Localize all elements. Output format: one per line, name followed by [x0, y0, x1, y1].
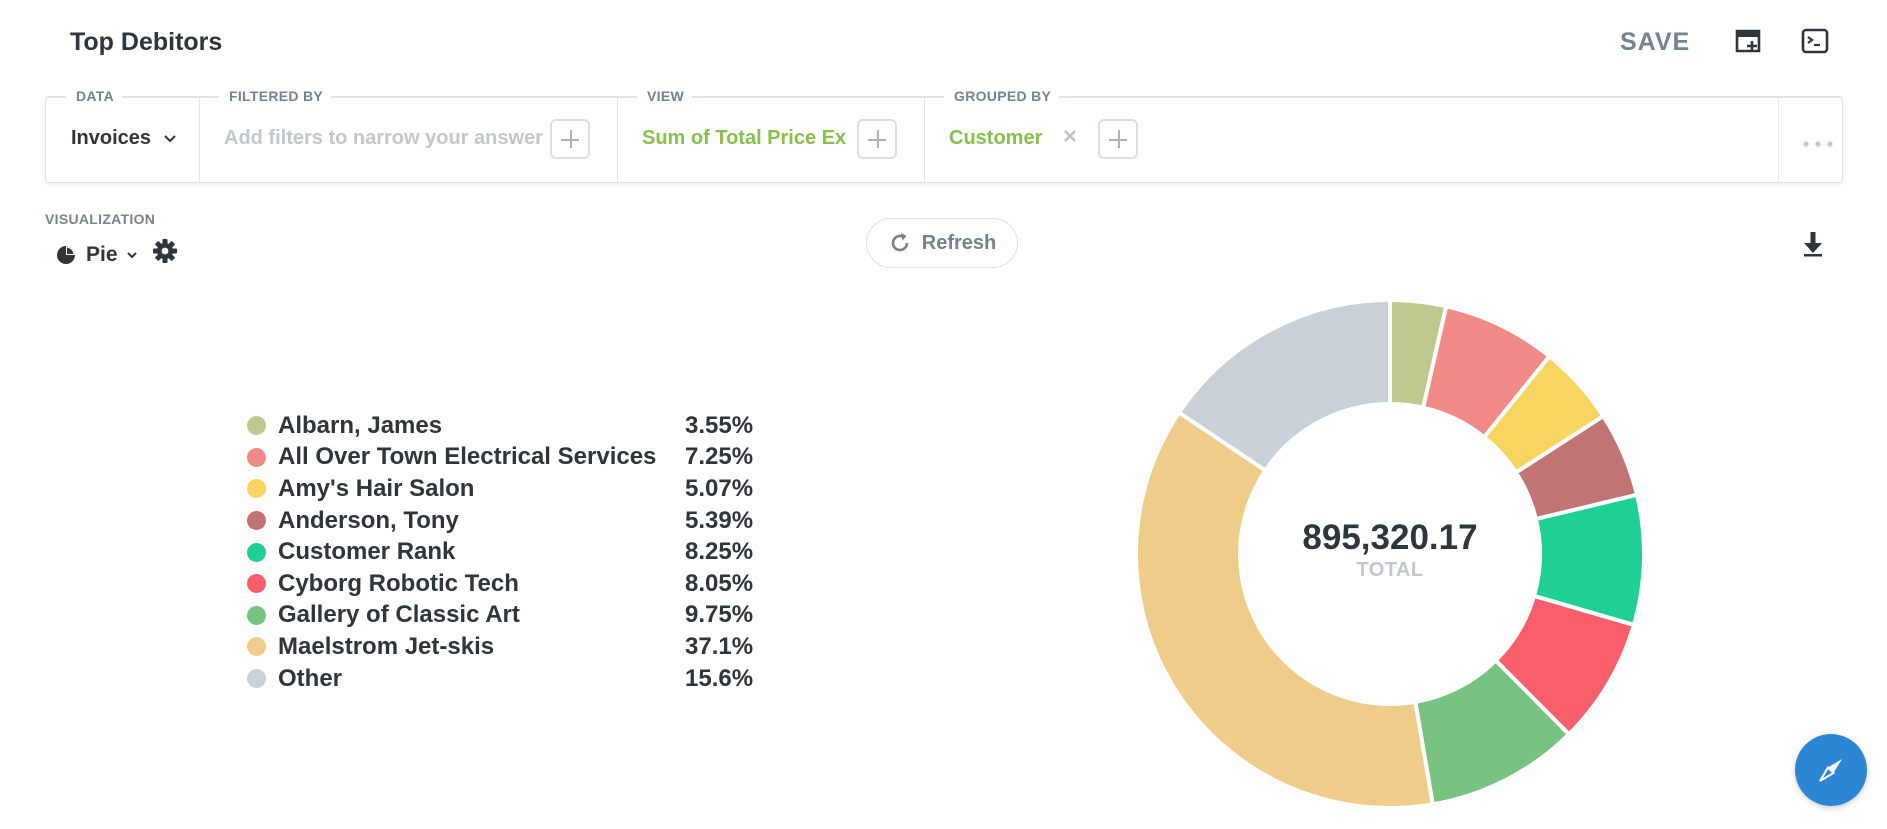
add-metric-button[interactable] [857, 119, 897, 159]
legend-item[interactable]: All Over Town Electrical Services 7.25% [247, 442, 767, 474]
page-title: Top Debitors [70, 28, 223, 56]
legend-label: Cyborg Robotic Tech [278, 569, 519, 597]
chart-total-value: 895,320.17 [1302, 518, 1478, 557]
data-section: DATA Invoices [46, 88, 200, 182]
chevron-down-icon [126, 251, 137, 258]
legend-swatch [247, 542, 266, 562]
legend-percent: 3.55% [685, 411, 754, 439]
legend-item[interactable]: Amy's Hair Salon 5.07% [247, 473, 767, 505]
legend-swatch [247, 605, 266, 625]
legend-item[interactable]: Cyborg Robotic Tech 8.05% [247, 568, 767, 600]
download-icon[interactable] [1802, 230, 1824, 263]
compass-button[interactable] [1795, 734, 1867, 806]
chevron-down-icon [163, 135, 176, 143]
gear-icon[interactable] [152, 238, 178, 269]
add-to-dashboard-icon[interactable] [1733, 26, 1763, 56]
chart-legend: Albarn, James 3.55% All Over Town Electric… [247, 410, 767, 694]
legend-label: Other [278, 664, 343, 692]
group-by-value: Customer [949, 127, 1043, 149]
legend-label: Gallery of Classic Art [278, 601, 520, 629]
view-label: VIEW [637, 88, 692, 104]
legend-swatch [247, 479, 266, 499]
group-by-pill[interactable]: Customer [949, 127, 1078, 150]
legend-label: Albarn, James [278, 411, 443, 439]
legend-percent: 5.07% [685, 474, 754, 502]
filter-label: FILTERED BY [219, 88, 332, 104]
legend-label: Customer Rank [278, 538, 456, 566]
legend-item[interactable]: Other 15.6% [247, 663, 767, 695]
add-filter-button[interactable] [550, 119, 590, 159]
filter-placeholder[interactable]: Add filters to narrow your answer [224, 127, 543, 149]
legend-item[interactable]: Maelstrom Jet-skis 37.1% [247, 631, 767, 663]
legend-swatch [247, 447, 266, 467]
refresh-icon [891, 233, 909, 252]
group-label: GROUPED BY [944, 88, 1060, 104]
legend-label: Maelstrom Jet-skis [278, 632, 495, 660]
legend-percent: 8.05% [685, 569, 754, 597]
close-icon[interactable] [1062, 128, 1078, 144]
legend-swatch [247, 416, 266, 436]
chart-total-label: TOTAL [1356, 559, 1424, 581]
legend-percent: 8.25% [685, 538, 754, 566]
visualization-type: Pie [86, 243, 118, 266]
legend-item[interactable]: Albarn, James 3.55% [247, 410, 767, 442]
group-section: GROUPED BY Customer [924, 88, 1779, 182]
legend-item[interactable]: Anderson, Tony 5.39% [247, 505, 767, 537]
legend-label: All Over Town Electrical Services [278, 443, 657, 471]
data-source-select[interactable]: Invoices [71, 127, 177, 150]
view-section: VIEW Sum of Total Price Ex [617, 88, 925, 182]
donut-slice[interactable] [1176, 300, 1392, 474]
filter-section: FILTERED BY Add filters to narrow your a… [199, 88, 618, 182]
legend-item[interactable]: Customer Rank 8.25% [247, 536, 767, 568]
ellipsis-icon[interactable] [1802, 135, 1834, 153]
data-label: DATA [66, 88, 123, 104]
legend-percent: 15.6% [685, 664, 754, 692]
add-grouping-button[interactable] [1098, 119, 1138, 159]
legend-item[interactable]: Gallery of Classic Art 9.75% [247, 600, 767, 632]
visualization-type-select[interactable]: Pie [56, 240, 138, 270]
compass-icon [1819, 759, 1842, 782]
legend-swatch [247, 669, 266, 689]
pie-chart-icon [57, 246, 75, 264]
legend-percent: 5.39% [685, 506, 754, 534]
donut-slice[interactable] [1136, 409, 1436, 808]
console-icon[interactable] [1800, 26, 1830, 56]
legend-percent: 37.1% [685, 632, 754, 660]
legend-swatch [247, 511, 266, 531]
visualization-label: VISUALIZATION [45, 211, 156, 227]
query-builder-bar: DATA Invoices FILTERED BY Add filters to… [45, 88, 1843, 183]
save-button[interactable]: SAVE [1620, 28, 1691, 56]
legend-swatch [247, 637, 266, 657]
view-metric[interactable]: Sum of Total Price Ex [642, 127, 847, 149]
data-source-value: Invoices [71, 127, 152, 149]
legend-label: Amy's Hair Salon [278, 474, 475, 502]
legend-percent: 7.25% [685, 443, 754, 471]
refresh-button[interactable]: Refresh [866, 218, 1018, 268]
legend-swatch [247, 574, 266, 594]
donut-chart[interactable] [1136, 300, 1644, 808]
legend-percent: 9.75% [685, 601, 754, 629]
refresh-label: Refresh [921, 231, 997, 254]
legend-label: Anderson, Tony [278, 506, 459, 534]
